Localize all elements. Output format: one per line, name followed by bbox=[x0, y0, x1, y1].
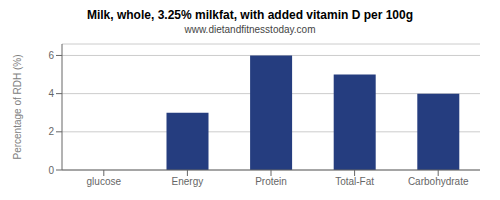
svg-text:2: 2 bbox=[48, 126, 54, 137]
html-text:www.dietandfitnesstoday.com: www.dietandfitnesstoday.com bbox=[184, 24, 316, 35]
svg-text:glucose: glucose bbox=[87, 176, 122, 187]
svg-text:4: 4 bbox=[48, 88, 54, 99]
svg-text:Energy: Energy bbox=[172, 176, 204, 187]
svg-text:Carbohydrate: Carbohydrate bbox=[408, 176, 469, 187]
svg-text:0: 0 bbox=[48, 165, 54, 176]
svg-text:Protein: Protein bbox=[255, 176, 287, 187]
svg-text:Total-Fat: Total-Fat bbox=[335, 176, 374, 187]
svg-text:Percentage of RDH (%): Percentage of RDH (%) bbox=[12, 54, 23, 159]
svg-text:6: 6 bbox=[48, 50, 54, 61]
html-text:Milk, whole, 3.25% milkfat, wi: Milk, whole, 3.25% milkfat, with added v… bbox=[87, 8, 413, 22]
